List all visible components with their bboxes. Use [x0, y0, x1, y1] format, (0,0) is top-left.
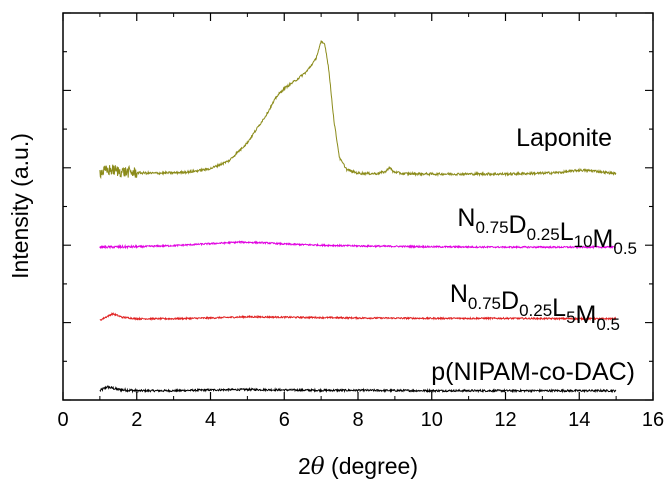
axis-ticks [62, 12, 654, 401]
series-label-l5: N0.75D0.25L5M0.5 [450, 280, 620, 334]
series-line-laponite [99, 40, 617, 180]
series-labels: p(NIPAM-co-DAC) N0.75D0.25L5M0.5 N0.75D0.2… [431, 124, 637, 386]
series-line-pnipam [99, 385, 617, 394]
x-tick-label: 14 [568, 409, 590, 431]
plot-frame [62, 12, 654, 401]
x-tick-label: 16 [642, 409, 664, 431]
x-tick-label: 4 [205, 409, 216, 431]
x-tick-label: 12 [494, 409, 516, 431]
series-label-pnipam: p(NIPAM-co-DAC) [431, 358, 635, 386]
y-axis-title: Intensity (a.u.) [7, 133, 33, 279]
x-tick-labels: 0 2 4 6 8 10 12 14 16 [57, 409, 664, 431]
series-line-l10 [99, 240, 617, 250]
x-tick-label: 8 [352, 409, 363, 431]
theta-symbol: θ [311, 454, 325, 480]
x-tick-label: 0 [57, 409, 68, 431]
x-tick-label: 6 [279, 409, 290, 431]
x-tick-label: 2 [131, 409, 142, 431]
series-label-laponite: Laponite [516, 124, 612, 152]
series-line-l5 [99, 312, 617, 322]
series-lines [99, 40, 617, 394]
x-axis-title: 2θ (degree) [298, 453, 418, 480]
x-tick-label: 10 [421, 409, 443, 431]
series-label-l10: N0.75D0.25L10M0.5 [457, 204, 637, 258]
